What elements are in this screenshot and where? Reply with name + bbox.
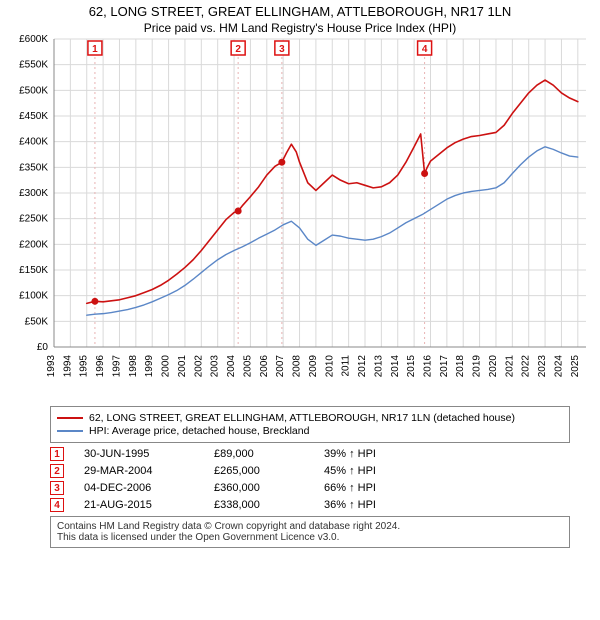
svg-text:1994: 1994 xyxy=(62,355,73,378)
legend-item-property: 62, LONG STREET, GREAT ELLINGHAM, ATTLEB… xyxy=(57,412,563,424)
svg-text:£350K: £350K xyxy=(19,162,48,173)
sale-price: £89,000 xyxy=(214,448,324,460)
svg-text:2007: 2007 xyxy=(275,355,286,378)
svg-text:£50K: £50K xyxy=(25,316,49,327)
sale-price: £338,000 xyxy=(214,499,324,511)
footer-license: Contains HM Land Registry data © Crown c… xyxy=(50,516,570,548)
sale-price: £360,000 xyxy=(214,482,324,494)
svg-text:£600K: £600K xyxy=(19,35,48,45)
svg-text:2010: 2010 xyxy=(324,355,335,378)
sale-diff: 39% ↑ HPI xyxy=(324,448,424,460)
svg-text:2013: 2013 xyxy=(373,355,384,378)
svg-text:2001: 2001 xyxy=(177,355,188,378)
legend-swatch-property xyxy=(57,417,83,419)
svg-text:1997: 1997 xyxy=(111,355,122,378)
footer-line2: This data is licensed under the Open Gov… xyxy=(57,532,563,543)
svg-text:£400K: £400K xyxy=(19,137,48,148)
sale-marker: 3 xyxy=(50,481,64,495)
sale-marker: 4 xyxy=(50,498,64,512)
sale-marker: 1 xyxy=(50,447,64,461)
svg-text:2020: 2020 xyxy=(488,355,499,378)
title-subtitle: Price paid vs. HM Land Registry's House … xyxy=(0,21,600,35)
svg-text:£250K: £250K xyxy=(19,214,48,225)
svg-text:4: 4 xyxy=(422,44,428,55)
svg-text:£200K: £200K xyxy=(19,239,48,250)
legend-item-hpi: HPI: Average price, detached house, Brec… xyxy=(57,425,563,437)
svg-text:£100K: £100K xyxy=(19,291,48,302)
legend-label-property: 62, LONG STREET, GREAT ELLINGHAM, ATTLEB… xyxy=(89,412,515,424)
svg-text:2016: 2016 xyxy=(422,355,433,378)
svg-text:£550K: £550K xyxy=(19,60,48,71)
legend-label-hpi: HPI: Average price, detached house, Brec… xyxy=(89,425,309,437)
sales-row: 4 21-AUG-2015£338,00036% ↑ HPI xyxy=(50,498,570,512)
svg-text:2004: 2004 xyxy=(226,355,237,378)
sales-table: 1 30-JUN-1995£89,00039% ↑ HPI 2 29-MAR-2004… xyxy=(50,447,570,512)
svg-text:2009: 2009 xyxy=(308,355,319,378)
sale-date: 04-DEC-2006 xyxy=(84,482,214,494)
sale-diff: 36% ↑ HPI xyxy=(324,499,424,511)
legend-swatch-hpi xyxy=(57,430,83,432)
svg-text:£450K: £450K xyxy=(19,111,48,122)
svg-text:£500K: £500K xyxy=(19,85,48,96)
legend: 62, LONG STREET, GREAT ELLINGHAM, ATTLEB… xyxy=(50,406,570,443)
sale-date: 30-JUN-1995 xyxy=(84,448,214,460)
sale-marker: 2 xyxy=(50,464,64,478)
figure-container: 62, LONG STREET, GREAT ELLINGHAM, ATTLEB… xyxy=(0,0,600,548)
svg-text:2024: 2024 xyxy=(553,355,564,378)
sale-diff: 66% ↑ HPI xyxy=(324,482,424,494)
chart-area: £0 £50K £100K £150K £200K £250K £300K £350K £400… xyxy=(0,35,600,400)
svg-text:2017: 2017 xyxy=(439,355,450,378)
sale-price: £265,000 xyxy=(214,465,324,477)
svg-text:2005: 2005 xyxy=(242,355,253,378)
svg-text:2012: 2012 xyxy=(357,355,368,378)
sale-date: 21-AUG-2015 xyxy=(84,499,214,511)
svg-text:2019: 2019 xyxy=(472,355,483,378)
sales-row: 3 04-DEC-2006£360,00066% ↑ HPI xyxy=(50,481,570,495)
svg-text:£0: £0 xyxy=(37,342,49,353)
title-address: 62, LONG STREET, GREAT ELLINGHAM, ATTLEB… xyxy=(0,4,600,19)
svg-text:2008: 2008 xyxy=(292,355,303,378)
svg-text:2022: 2022 xyxy=(521,355,532,378)
sale-diff: 45% ↑ HPI xyxy=(324,465,424,477)
svg-text:2003: 2003 xyxy=(210,355,221,378)
sale-date: 29-MAR-2004 xyxy=(84,465,214,477)
svg-text:2006: 2006 xyxy=(259,355,270,378)
svg-text:2025: 2025 xyxy=(570,355,581,378)
svg-text:2011: 2011 xyxy=(341,355,352,377)
svg-text:2002: 2002 xyxy=(193,355,204,378)
svg-text:2015: 2015 xyxy=(406,355,417,378)
svg-text:2018: 2018 xyxy=(455,355,466,378)
svg-text:£300K: £300K xyxy=(19,188,48,199)
sales-row: 2 29-MAR-2004£265,00045% ↑ HPI xyxy=(50,464,570,478)
svg-text:1996: 1996 xyxy=(95,355,106,378)
svg-text:2: 2 xyxy=(235,44,241,55)
svg-text:2000: 2000 xyxy=(161,355,172,378)
svg-text:3: 3 xyxy=(279,44,285,55)
line-chart: £0 £50K £100K £150K £200K £250K £300K £350K £400… xyxy=(0,35,600,395)
svg-text:1995: 1995 xyxy=(79,355,90,378)
svg-text:2021: 2021 xyxy=(504,355,515,378)
footer-line1: Contains HM Land Registry data © Crown c… xyxy=(57,521,563,532)
sales-row: 1 30-JUN-1995£89,00039% ↑ HPI xyxy=(50,447,570,461)
svg-text:1999: 1999 xyxy=(144,355,155,378)
title-block: 62, LONG STREET, GREAT ELLINGHAM, ATTLEB… xyxy=(0,0,600,35)
svg-text:1: 1 xyxy=(92,44,98,55)
svg-text:2014: 2014 xyxy=(390,355,401,378)
svg-text:2023: 2023 xyxy=(537,355,548,378)
svg-text:1998: 1998 xyxy=(128,355,139,378)
svg-text:1993: 1993 xyxy=(46,355,57,378)
svg-text:£150K: £150K xyxy=(19,265,48,276)
